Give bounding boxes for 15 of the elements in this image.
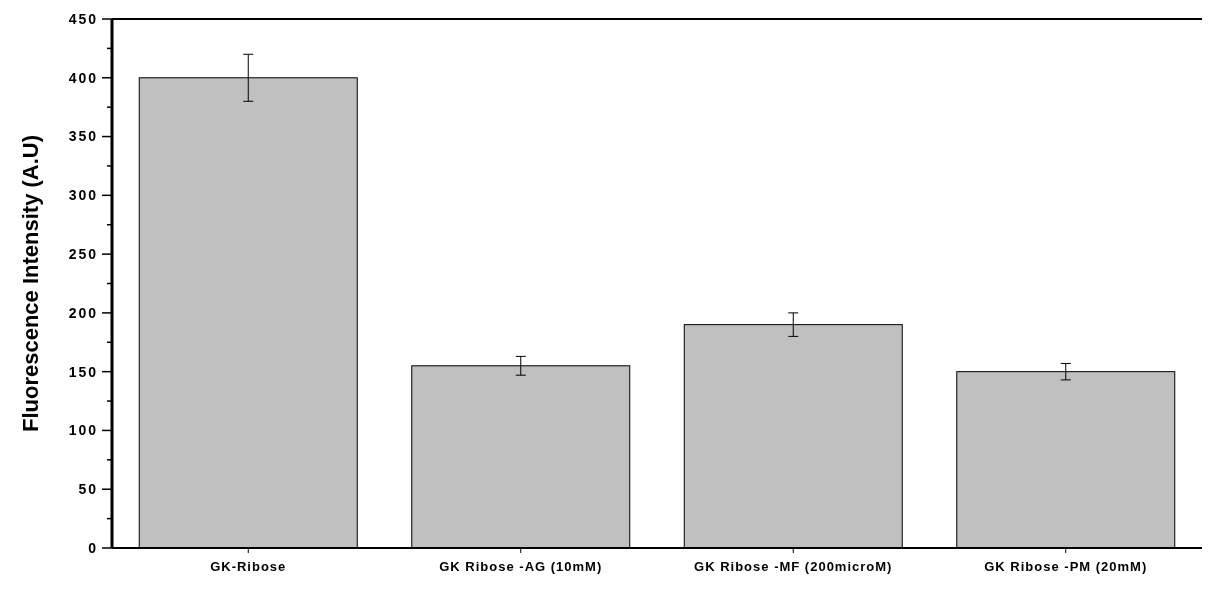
y-tick-label: 250 [68,246,98,263]
y-axis-title: Fluorescence Intensity (A.U) [18,134,43,433]
x-tick-label: GK Ribose -PM (20mM) [984,559,1148,574]
y-tick-label: 200 [68,304,98,321]
x-tick-label: GK Ribose -MF (200microM) [694,559,893,574]
y-tick-label: 300 [68,187,98,204]
y-tick-label: 450 [68,10,98,27]
y-tick-label: 100 [68,422,98,439]
y-tick-label: 350 [68,128,98,145]
y-tick-label: 50 [78,481,98,498]
y-tick-label: 0 [88,539,98,556]
y-tick-label: 400 [68,69,98,86]
x-tick-label: GK-Ribose [210,559,287,574]
y-tick-label: 150 [68,363,98,380]
x-tick-label: GK Ribose -AG (10mM) [439,559,603,574]
